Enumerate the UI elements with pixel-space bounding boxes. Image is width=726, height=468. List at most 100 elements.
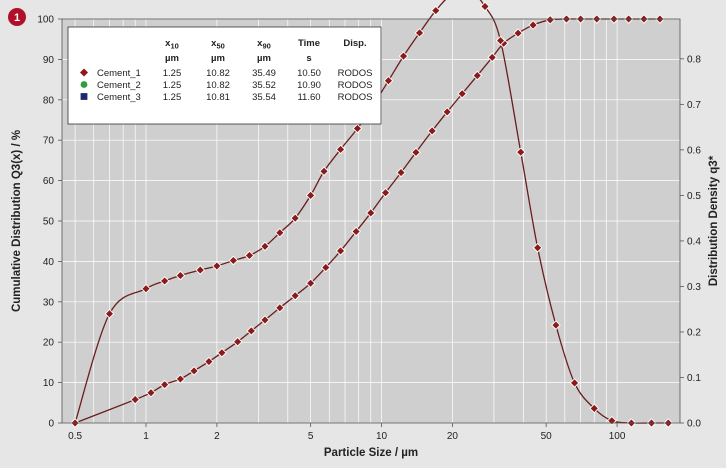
density-point [319,166,329,177]
y-left-axis-label-text: Cumulative Distribution Q3(x) / % [11,130,23,312]
density-point [175,270,186,281]
cumulative-point [260,315,270,325]
y-left-tick-label: 50 [43,217,55,228]
cumulative-point [130,394,141,405]
density-point [515,147,526,157]
legend-cell: RODOS [338,92,373,103]
y-right-tick-label: 0.0 [687,419,701,430]
density-point [589,403,600,414]
cumulative-point [411,147,421,158]
cumulative-point [217,347,227,358]
density-point [335,144,346,155]
legend-marker-square [80,93,88,100]
density-point [212,261,222,271]
legend-header: x90 [257,38,271,51]
cumulative-point [320,262,331,273]
cumulative-point [472,70,483,81]
legend-header-unit: µm [211,53,225,64]
x-tick-label: 2 [214,431,220,442]
legend-header: x50 [211,38,225,51]
density-point [195,265,206,275]
density-point [414,28,425,38]
y-left-axis-label: Cumulative Distribution Q3(x) / % [11,130,23,312]
density-point [244,250,255,261]
legend-cell: 11.60 [297,92,320,103]
legend-cell: 10.81 [206,92,230,103]
legend-header: Disp. [343,38,366,49]
x-axis-label: Particle Size / µm [324,447,418,459]
legend-cell: 10.82 [206,80,230,91]
legend-marker-diamond [80,68,88,77]
y-right-tick-label: 0.5 [687,191,701,202]
legend-box [67,26,382,125]
density-point [290,213,301,223]
density-curve [74,0,669,424]
cumulative-point [246,326,257,336]
density-point [480,1,490,12]
x-tick-label: 1 [143,431,149,442]
density-point [495,35,506,46]
legend-series-name: Cement_1 [97,68,141,79]
cumulative-point [365,208,376,218]
density-point [260,241,270,252]
density-point [532,242,543,253]
cumulative-point [351,226,361,237]
y-left-tick-label: 60 [43,176,55,187]
density-point [398,51,409,61]
y-left-tick-label: 100 [37,15,54,26]
y-left-tick-label: 10 [43,378,55,389]
legend-header-unit: µm [165,53,179,64]
cumulative-point [204,356,214,367]
x-tick-label: 50 [541,431,553,442]
cumulative-point [528,20,538,30]
y-left-tick-label: 30 [43,297,55,308]
density-point [383,75,394,86]
cumulative-point [290,290,301,301]
cumulative-point [175,374,186,384]
density-point [305,190,316,201]
cumulative-point [189,366,199,376]
x-tick-label: 0.5 [68,431,82,442]
legend-cell: 10.50 [297,68,321,79]
legend-cell: RODOS [338,68,373,79]
badge-circle [8,8,26,26]
y-left-axis-ticks: 0 10 20 30 40 50 60 70 80 90 100 [37,15,62,430]
legend-cell: 1.25 [163,92,182,103]
cumulative-point [396,167,406,178]
density-point [430,5,441,16]
legend-header-subscript: 50 [216,42,224,51]
cumulative-point [305,278,316,289]
legend-cell: 1.25 [163,68,182,79]
legend-cell: 10.90 [297,80,321,91]
cumulative-point [427,126,437,136]
legend-header-unit: µm [257,53,271,64]
legend-cell: 1.25 [163,80,182,91]
density-point [141,283,151,294]
plot-frame [61,18,681,424]
cumulative-point [274,303,285,313]
cumulative-point [380,187,391,198]
density-point [159,276,170,286]
legend-header: x10 [165,38,179,51]
legend-header-subscript: 90 [262,42,270,51]
cumulative-point [232,336,243,347]
density-point [352,123,363,134]
y-left-tick-label: 40 [43,257,55,268]
cumulative-point [513,28,523,38]
legend-marker-circle [80,81,88,88]
cumulative-point [457,88,468,99]
y-right-axis-ticks: 0.0 0.1 0.2 0.3 0.4 0.5 0.6 0.7 0.8 [680,54,701,430]
legend: x10 µm x50 µm x90 µm Time s Disp. Cement_1 1.25 10.… [67,26,382,125]
cumulative-point [335,246,346,256]
legend-series-name: Cement_2 [97,80,141,91]
legend-cell: 35.52 [252,80,276,91]
y-right-tick-label: 0.8 [687,54,701,65]
legend-series-name: Cement_3 [97,92,141,103]
legend-header: Time [298,38,320,49]
y-right-tick-label: 0.6 [687,145,701,156]
legend-header-unit: s [306,53,311,64]
x-tick-label: 100 [609,431,626,442]
legend-cell: 10.82 [206,68,230,79]
